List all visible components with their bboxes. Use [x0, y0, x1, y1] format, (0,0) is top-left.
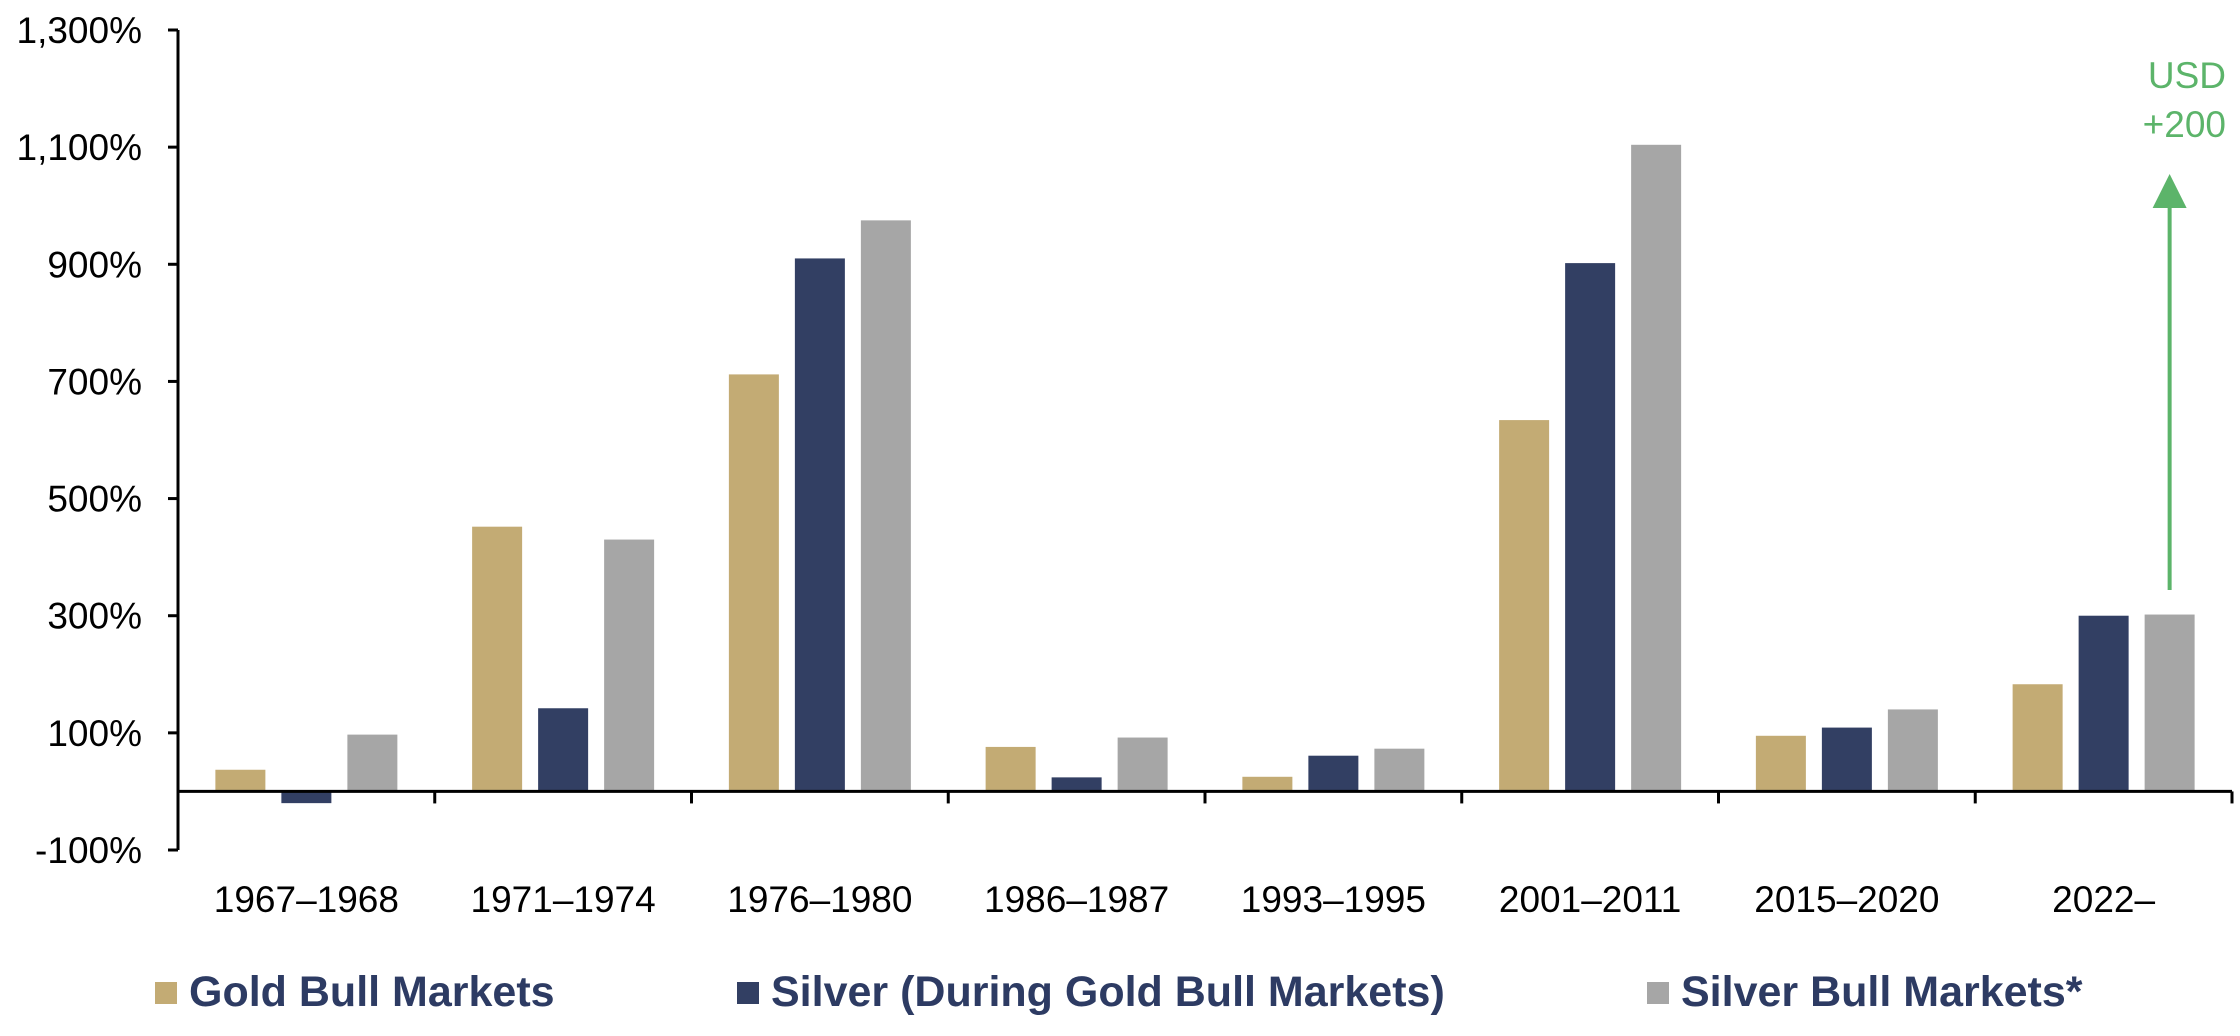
bar	[347, 734, 398, 792]
y-tick-label: 1,100%	[17, 127, 143, 168]
bar	[794, 258, 845, 792]
y-tick-label: -100%	[35, 830, 142, 871]
bar	[1755, 735, 1806, 792]
bar	[728, 374, 779, 792]
y-tick-label: 1,300%	[17, 10, 143, 51]
bar	[985, 746, 1036, 792]
y-tick-label: 300%	[47, 596, 142, 637]
bar-chart: -100% 100% 300% 500% 700% 900% 1,100% 1,300% 19…	[17, 10, 2234, 920]
y-tick-label: 700%	[47, 361, 142, 402]
annotation-arrow-head	[2152, 174, 2187, 208]
bar	[1887, 709, 1938, 792]
x-tick-label: 1976–1980	[727, 879, 912, 920]
legend-swatch-gold	[155, 981, 177, 1004]
bars	[215, 144, 2195, 804]
annotation-text: USD	[2148, 55, 2226, 96]
bar	[1374, 748, 1425, 792]
bar	[2012, 684, 2063, 792]
x-tick-label: 1967–1968	[214, 879, 399, 920]
y-axis: -100% 100% 300% 500% 700% 900% 1,100% 1,300%	[17, 10, 180, 871]
legend-item-silver-during-gold: Silver (During Gold Bull Markets)	[737, 968, 1445, 1017]
bar	[1631, 144, 1682, 792]
bar	[1308, 755, 1359, 792]
legend-item-silver-bull: Silver Bull Markets*	[1647, 968, 2083, 1017]
annotation-text: +200	[2143, 104, 2226, 145]
bar	[2144, 614, 2195, 792]
legend-label-silver-during-gold: Silver (During Gold Bull Markets)	[771, 968, 1445, 1016]
bar	[604, 539, 655, 792]
y-tick-label: 900%	[47, 244, 142, 285]
legend-label-silver-bull: Silver Bull Markets*	[1681, 968, 2083, 1016]
bar	[281, 791, 332, 804]
y-tick-label: 100%	[47, 713, 142, 754]
bar	[860, 220, 911, 792]
x-axis: 1967–1968 1971–1974 1976–1980 1986–1987 1993…	[176, 789, 2234, 920]
bar	[1242, 776, 1293, 792]
bar	[2078, 615, 2129, 792]
x-tick-label: 2001–2011	[1499, 879, 1681, 920]
legend-item-gold: Gold Bull Markets	[155, 968, 555, 1017]
x-tick-label: 1971–1974	[471, 879, 656, 920]
x-tick-label: 2022–	[2052, 879, 2155, 920]
bar	[215, 769, 266, 792]
legend-swatch-silver-bull	[1647, 981, 1669, 1004]
bar	[1565, 263, 1616, 792]
bar	[1821, 727, 1872, 792]
annotation: USD +200	[2143, 55, 2226, 590]
legend: Gold Bull Markets Silver (During Gold Bu…	[0, 968, 2240, 1028]
legend-swatch-silver-during-gold	[737, 981, 759, 1004]
legend-label-gold: Gold Bull Markets	[189, 968, 555, 1016]
x-tick-label: 2015–2020	[1754, 879, 1939, 920]
bar	[1499, 420, 1550, 792]
bar	[472, 526, 523, 792]
x-tick-label: 1986–1987	[984, 879, 1169, 920]
y-tick-label: 500%	[47, 479, 142, 520]
bar	[1117, 737, 1168, 792]
bar	[538, 708, 589, 792]
bar	[1051, 777, 1102, 792]
x-tick-label: 1993–1995	[1241, 879, 1426, 920]
